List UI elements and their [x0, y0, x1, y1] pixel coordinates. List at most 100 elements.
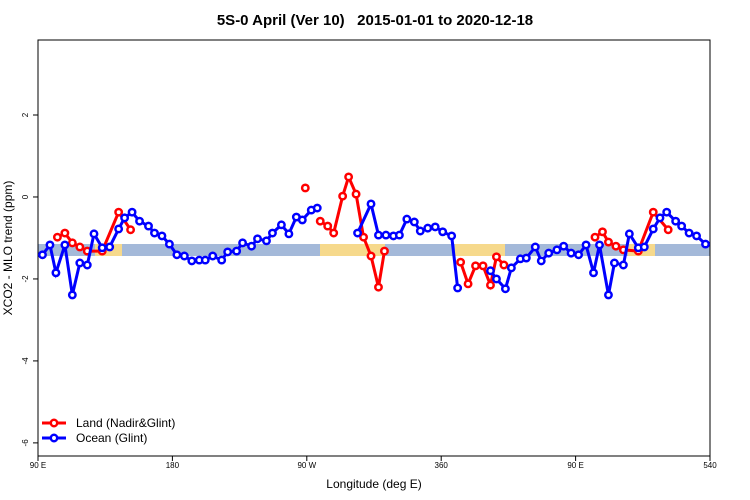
data-point	[82, 260, 92, 270]
data-point	[60, 240, 70, 250]
data-point	[604, 237, 613, 247]
data-point	[238, 238, 248, 248]
data-point	[223, 247, 233, 257]
data-point	[329, 228, 339, 238]
data-point	[409, 217, 419, 227]
data-point	[323, 221, 333, 231]
data-point	[423, 223, 433, 233]
data-point	[51, 268, 61, 278]
data-point	[609, 258, 619, 268]
data-point	[172, 250, 182, 260]
data-point	[187, 256, 197, 266]
data-point	[492, 274, 501, 284]
data-point	[530, 242, 540, 252]
land-band	[320, 244, 385, 256]
data-point	[114, 224, 124, 234]
legend-marker	[49, 433, 59, 443]
x-tick-label: 360	[435, 461, 449, 470]
series-line	[56, 172, 670, 291]
data-point	[492, 252, 501, 262]
data-point	[380, 246, 389, 256]
data-point	[581, 240, 591, 250]
data-point	[655, 213, 665, 223]
data-point	[381, 230, 391, 240]
ocean-band	[385, 244, 455, 256]
x-tick-label: 540	[703, 461, 717, 470]
data-point	[500, 284, 510, 294]
x-tick-label: 90 E	[30, 461, 46, 470]
data-point	[179, 251, 189, 261]
y-axis-label: XCO2 - MLO trend (ppm)	[1, 181, 15, 316]
data-point	[463, 279, 473, 289]
data-point	[284, 229, 294, 239]
data-point	[430, 222, 440, 232]
x-tick-label: 90 E	[567, 461, 583, 470]
x-tick-label: 90 W	[297, 461, 316, 470]
data-point	[75, 258, 85, 268]
data-point	[453, 283, 463, 293]
series	[52, 172, 673, 292]
data-point	[268, 228, 277, 238]
data-point	[595, 240, 604, 250]
data-point	[67, 238, 77, 248]
data-point	[338, 191, 348, 201]
data-point	[574, 250, 584, 260]
data-point	[692, 231, 702, 241]
data-point	[486, 280, 495, 290]
data-point	[589, 268, 598, 278]
data-point	[52, 232, 62, 242]
data-point	[353, 228, 363, 238]
data-point	[262, 236, 271, 246]
data-point	[604, 290, 613, 300]
data-point	[67, 290, 77, 300]
data-point	[276, 220, 286, 230]
y-tick-label: 2	[21, 112, 30, 117]
legend-marker	[49, 418, 59, 428]
data-point	[60, 228, 70, 238]
data-point	[402, 214, 412, 224]
data-point	[232, 246, 242, 256]
data-point	[105, 242, 115, 252]
data-point	[200, 255, 210, 265]
data-point	[366, 251, 376, 261]
data-point	[150, 228, 159, 238]
chart-title: 5S-0 April (Ver 10) 2015-01-01 to 2020-1…	[217, 12, 533, 29]
data-point	[648, 207, 658, 217]
data-point	[315, 216, 325, 226]
data-point	[312, 203, 322, 213]
data-point	[544, 248, 554, 258]
data-point	[144, 221, 153, 231]
data-point	[559, 241, 569, 251]
data-point	[552, 245, 562, 255]
ocean-band	[655, 244, 710, 256]
data-point	[566, 248, 576, 258]
data-point	[456, 257, 466, 267]
data-point	[217, 255, 227, 265]
legend-label: Land (Nadir&Glint)	[76, 416, 175, 430]
data-point	[611, 241, 621, 251]
plot-frame	[37, 39, 711, 457]
data-point	[359, 232, 368, 242]
data-point	[164, 239, 174, 249]
data-point	[366, 199, 376, 209]
data-point	[438, 227, 448, 237]
data-point	[127, 207, 137, 217]
ocean-band	[122, 244, 320, 256]
legend: Land (Nadir&Glint)Ocean (Glint)	[42, 416, 175, 445]
land-band	[455, 244, 505, 256]
series	[38, 199, 710, 300]
data-point	[75, 242, 85, 252]
y-tick-label: -6	[21, 439, 30, 447]
data-point	[506, 263, 516, 273]
data-point	[499, 260, 509, 270]
data-point	[447, 231, 457, 241]
data-point	[300, 183, 310, 193]
data-point	[297, 215, 307, 225]
y-tick-label: -4	[21, 357, 30, 365]
data-point	[351, 189, 361, 199]
data-point	[684, 228, 694, 238]
data-point	[374, 230, 383, 240]
data-point	[374, 282, 383, 292]
data-point	[114, 207, 124, 217]
